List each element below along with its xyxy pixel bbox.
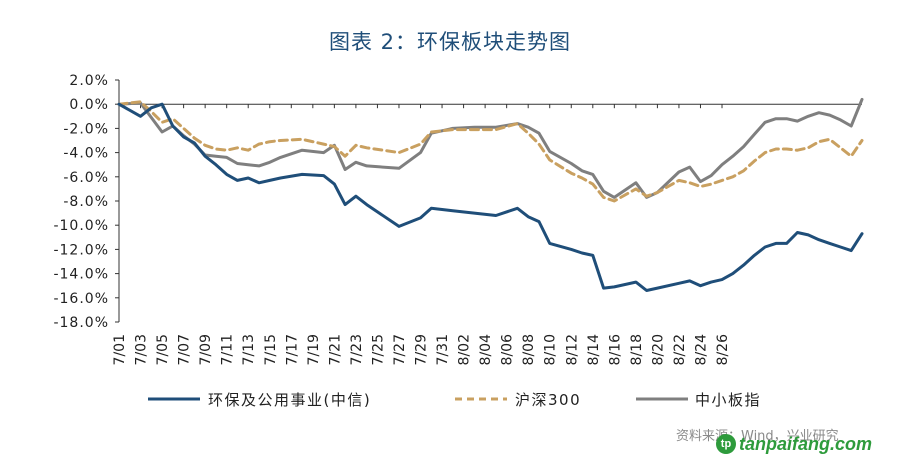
series-line	[117, 102, 864, 292]
x-tick-label: 8/04	[478, 334, 494, 366]
x-tick-label: 8/26	[715, 334, 731, 366]
series-layer	[117, 97, 864, 292]
series-line	[117, 97, 864, 199]
x-tick-label: 7/03	[134, 334, 150, 365]
y-tick-label: -6.0%	[63, 170, 109, 186]
legend-label: 沪深300	[515, 391, 581, 409]
x-tick-label: 7/05	[155, 334, 171, 365]
watermark-logo: tp tanpaifang.com	[716, 432, 872, 456]
y-tick-label: -8.0%	[63, 194, 109, 210]
x-tick-label: 7/13	[241, 334, 257, 365]
x-tick-label: 8/10	[543, 334, 559, 365]
x-tick-label: 8/02	[457, 334, 473, 365]
x-tick-label: 8/24	[693, 334, 709, 366]
y-tick-label: -4.0%	[63, 146, 109, 162]
x-tick-label: 7/25	[370, 334, 386, 365]
x-tick-label: 8/08	[521, 334, 537, 365]
x-tick-label: 8/12	[564, 334, 580, 365]
x-axis: 7/01 7/03 7/05 7/07 7/09 7/11 7/13 7/15 7/17 7/19…	[112, 103, 862, 366]
x-tick-label: 7/23	[349, 334, 365, 365]
x-tick-label: 8/06	[500, 334, 516, 366]
y-tick-label: 0.0%	[69, 97, 109, 113]
y-tick-label: -12.0%	[53, 242, 109, 258]
x-tick-label: 7/27	[392, 334, 408, 365]
x-tick-label: 7/15	[263, 334, 279, 365]
y-tick-label: -14.0%	[53, 267, 109, 283]
x-tick-label: 8/18	[629, 334, 645, 365]
y-tick-label: -18.0%	[53, 315, 109, 331]
y-tick-label: -2.0%	[63, 121, 109, 137]
leaf-icon: tp	[716, 434, 736, 454]
x-tick-label: 8/16	[607, 334, 623, 366]
y-tick-label: -16.0%	[53, 291, 109, 307]
watermark-text: tanpaifang.com	[739, 433, 873, 454]
legend-label: 中小板指	[695, 391, 761, 409]
x-tick-label: 7/31	[435, 334, 451, 365]
x-tick-label: 7/17	[284, 334, 300, 365]
chart-title: 图表 2：环保板块走势图	[328, 30, 572, 54]
x-tick-label: 8/22	[672, 334, 688, 365]
x-tick-label: 7/29	[414, 334, 430, 365]
x-tick-label: 8/20	[650, 334, 666, 365]
x-tick-label: 8/14	[586, 334, 602, 366]
y-tick-label: -10.0%	[53, 218, 109, 234]
x-tick-label: 7/19	[306, 334, 322, 365]
legend: 环保及公用事业(中信) 沪深300 中小板指	[148, 391, 761, 409]
x-tick-label: 7/07	[177, 334, 193, 365]
y-axis: 2.0% 0.0% -2.0% -4.0% -6.0% -8.0% -10.0% -12.0%…	[53, 73, 120, 331]
x-tick-label: 7/11	[220, 334, 236, 365]
x-tick-label: 7/21	[327, 334, 343, 365]
x-tick-label: 7/01	[112, 334, 128, 365]
legend-label: 环保及公用事业(中信)	[208, 391, 371, 409]
series-line	[117, 100, 864, 203]
y-tick-label: 2.0%	[69, 73, 109, 89]
x-tick-label: 7/09	[198, 334, 214, 365]
